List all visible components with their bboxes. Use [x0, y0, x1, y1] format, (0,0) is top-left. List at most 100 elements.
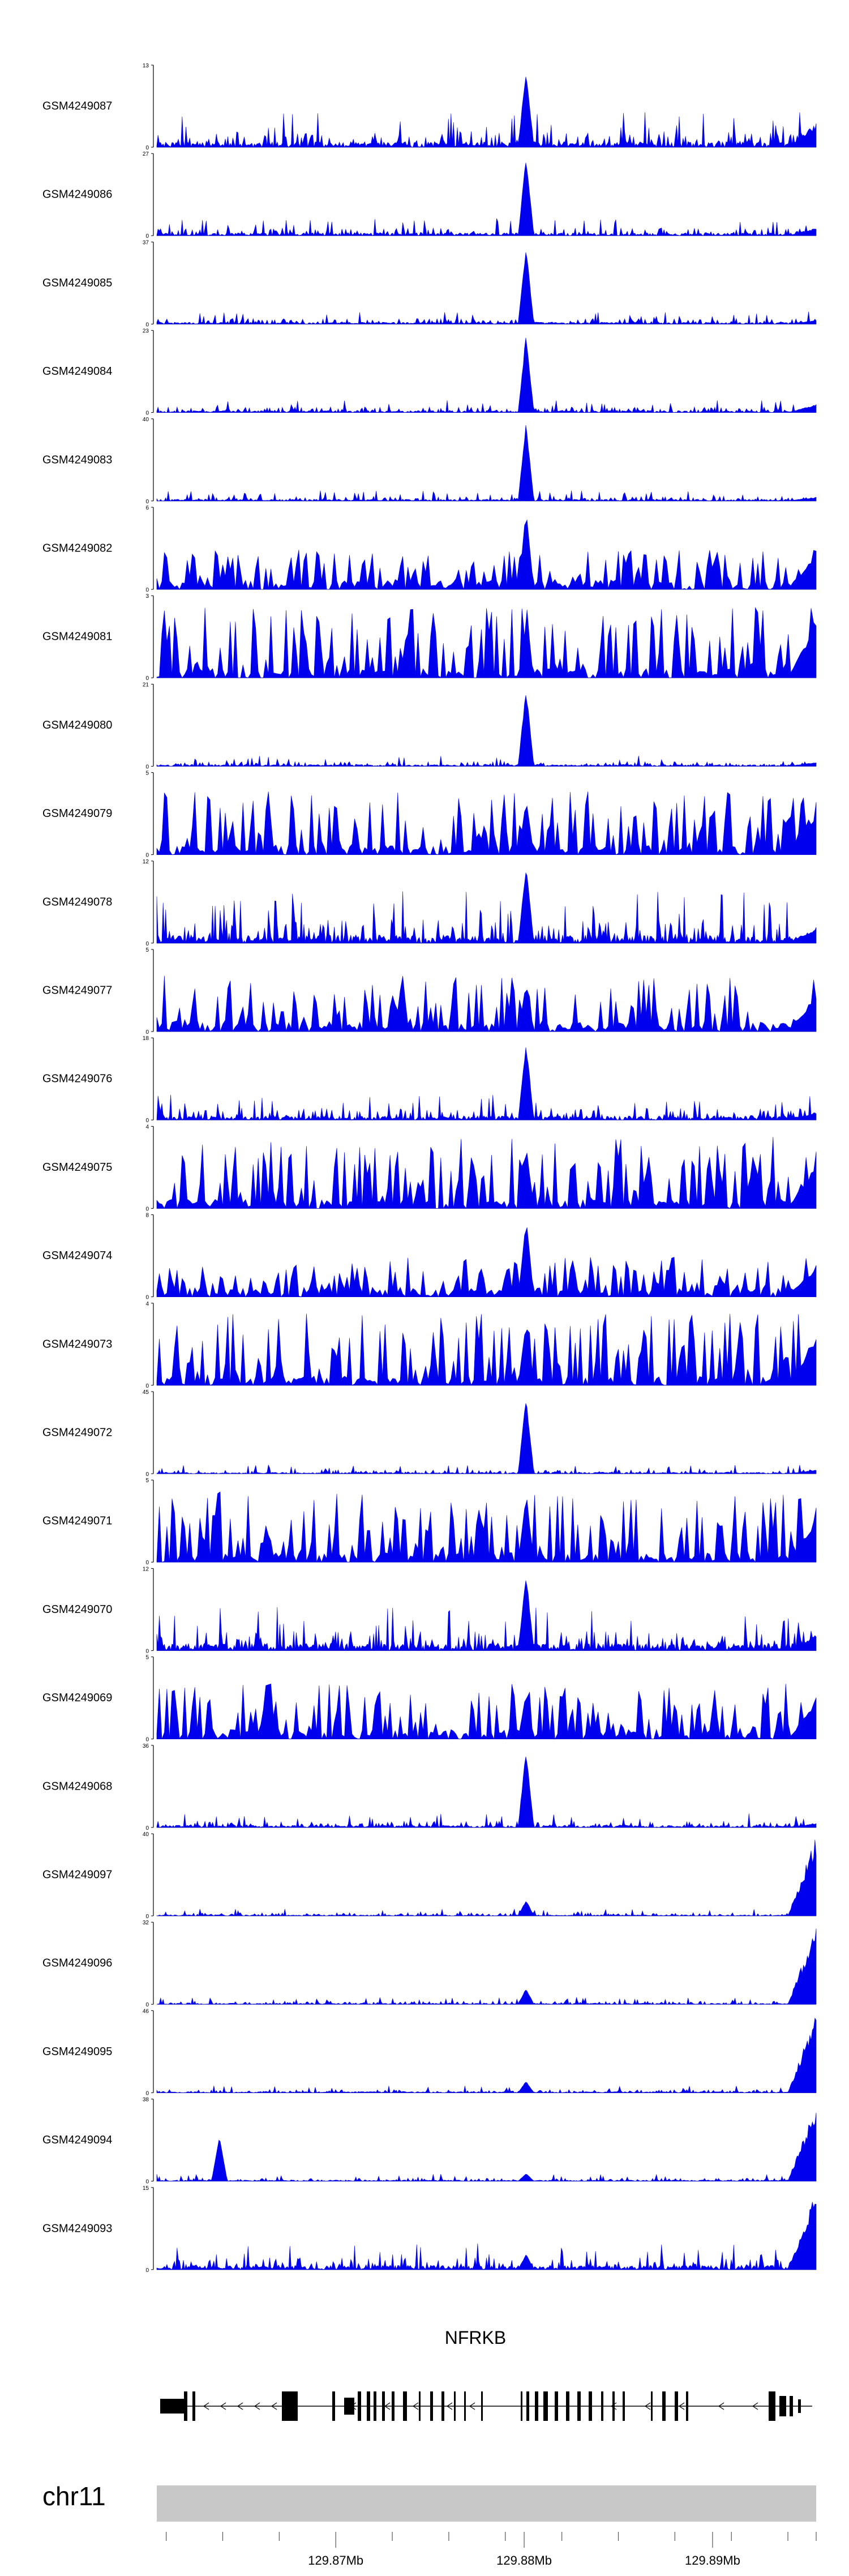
- track-ymin-label: 0: [145, 2090, 149, 2096]
- track-ymin-label: 0: [145, 941, 149, 947]
- gene-exon: [769, 2391, 775, 2421]
- track-label: GSM4249080: [42, 719, 112, 731]
- strand-arrow: [237, 2402, 243, 2410]
- coverage-area: [156, 791, 817, 855]
- coverage-area: [156, 1313, 817, 1386]
- gene-exon: [184, 2391, 187, 2421]
- track-ymin-label: 0: [145, 764, 149, 770]
- strand-arrow: [412, 2402, 419, 2410]
- gene-exon: [392, 2391, 395, 2421]
- track-ymax-label: 40: [143, 1832, 149, 1838]
- gene-exon: [403, 2391, 407, 2421]
- gene-exon: [535, 2391, 538, 2421]
- track-ymax-label: 18: [143, 1035, 149, 1042]
- gene-exon: [160, 2399, 184, 2414]
- coverage-area: [156, 872, 817, 944]
- track-label: GSM4249082: [42, 542, 112, 555]
- track-label: GSM4249068: [42, 1780, 112, 1792]
- coverage-area: [156, 1137, 817, 1209]
- gene-exon: [623, 2391, 625, 2421]
- track-label: GSM4249096: [42, 1957, 112, 1970]
- gene-name-label: NFRKB: [445, 2327, 506, 2348]
- coverage-area: [156, 2202, 817, 2270]
- track-ymin-label: 0: [145, 1206, 149, 1212]
- track-ymax-label: 40: [143, 417, 149, 423]
- strand-arrow: [254, 2402, 260, 2410]
- gene-exon: [779, 2396, 786, 2416]
- gene-exon: [555, 2391, 558, 2421]
- track-ymax-label: 45: [143, 1389, 149, 1396]
- coverage-area: [156, 975, 817, 1033]
- strand-arrow: [203, 2402, 209, 2410]
- track-ymax-label: 15: [143, 2185, 149, 2192]
- track-ymin-label: 0: [145, 2002, 149, 2008]
- coverage-area: [156, 1491, 817, 1563]
- strand-arrow: [469, 2402, 475, 2410]
- track-ymax-label: 21: [143, 682, 149, 688]
- track-label: GSM4249071: [42, 1515, 112, 1527]
- axis-tick-label: 129.89Mb: [685, 2553, 740, 2568]
- coverage-area: [156, 162, 817, 237]
- gene-exon: [374, 2391, 376, 2421]
- gene-exon: [521, 2391, 522, 2421]
- track-ymin-label: 0: [145, 322, 149, 328]
- track-ymax-label: 13: [143, 63, 149, 69]
- gene-exon: [675, 2391, 678, 2421]
- coverage-area: [156, 1756, 817, 1828]
- track-ymax-label: 12: [143, 859, 149, 865]
- track-ymax-label: 5: [145, 1478, 149, 1484]
- track-ymin-label: 0: [145, 145, 149, 151]
- track-ymax-label: 5: [145, 771, 149, 777]
- track-ymin-label: 0: [145, 1118, 149, 1124]
- gene-exon: [441, 2391, 444, 2421]
- track-ymax-label: 5: [145, 947, 149, 953]
- track-label: GSM4249073: [42, 1338, 112, 1350]
- gene-exon: [526, 2391, 529, 2421]
- strand-arrow: [718, 2402, 724, 2410]
- coverage-area: [156, 337, 817, 413]
- gene-exon: [367, 2391, 370, 2421]
- track-ymax-label: 12: [143, 1566, 149, 1572]
- track-ymin-label: 0: [145, 1914, 149, 1920]
- gene-exon: [612, 2391, 615, 2421]
- gene-exon: [577, 2391, 581, 2421]
- coverage-area: [156, 252, 817, 325]
- gene-exon: [790, 2396, 793, 2416]
- track-ymin-label: 0: [145, 2179, 149, 2185]
- gene-exon: [686, 2391, 688, 2421]
- track-label: GSM4249093: [42, 2222, 112, 2235]
- coverage-area: [156, 2112, 817, 2182]
- gene-exon: [566, 2391, 569, 2421]
- track-ymax-label: 46: [143, 2008, 149, 2014]
- gene-exon: [358, 2391, 361, 2421]
- gene-exon: [601, 2391, 603, 2421]
- track-ymin-label: 0: [145, 587, 149, 593]
- track-label: GSM4249094: [42, 2134, 112, 2146]
- track-ymax-label: 36: [143, 1743, 149, 1749]
- track-ymax-label: 4: [145, 1124, 149, 1130]
- coverage-area: [156, 519, 817, 590]
- track-label: GSM4249077: [42, 985, 112, 997]
- gene-exon: [464, 2391, 466, 2421]
- gene-exon: [798, 2399, 801, 2413]
- strand-arrow: [678, 2402, 685, 2410]
- track-ymin-label: 0: [145, 1737, 149, 1743]
- coverage-area: [156, 1928, 817, 2005]
- coverage-area: [156, 1839, 817, 1916]
- gene-exon: [543, 2391, 548, 2421]
- gene-exon: [589, 2391, 592, 2421]
- gene-exon: [454, 2391, 456, 2421]
- track-label: GSM4249078: [42, 896, 112, 908]
- track-ymax-label: 4: [145, 1301, 149, 1307]
- ideogram-band: [157, 2485, 816, 2522]
- coverage-area: [156, 76, 817, 148]
- gene-exon: [332, 2391, 335, 2421]
- coverage-area: [156, 695, 817, 767]
- track-ymin-label: 0: [145, 410, 149, 417]
- coverage-area: [156, 1580, 817, 1651]
- gene-exon: [282, 2391, 298, 2421]
- coverage-area: [156, 1403, 817, 1474]
- track-label: GSM4249079: [42, 807, 112, 820]
- gene-exon: [662, 2391, 666, 2421]
